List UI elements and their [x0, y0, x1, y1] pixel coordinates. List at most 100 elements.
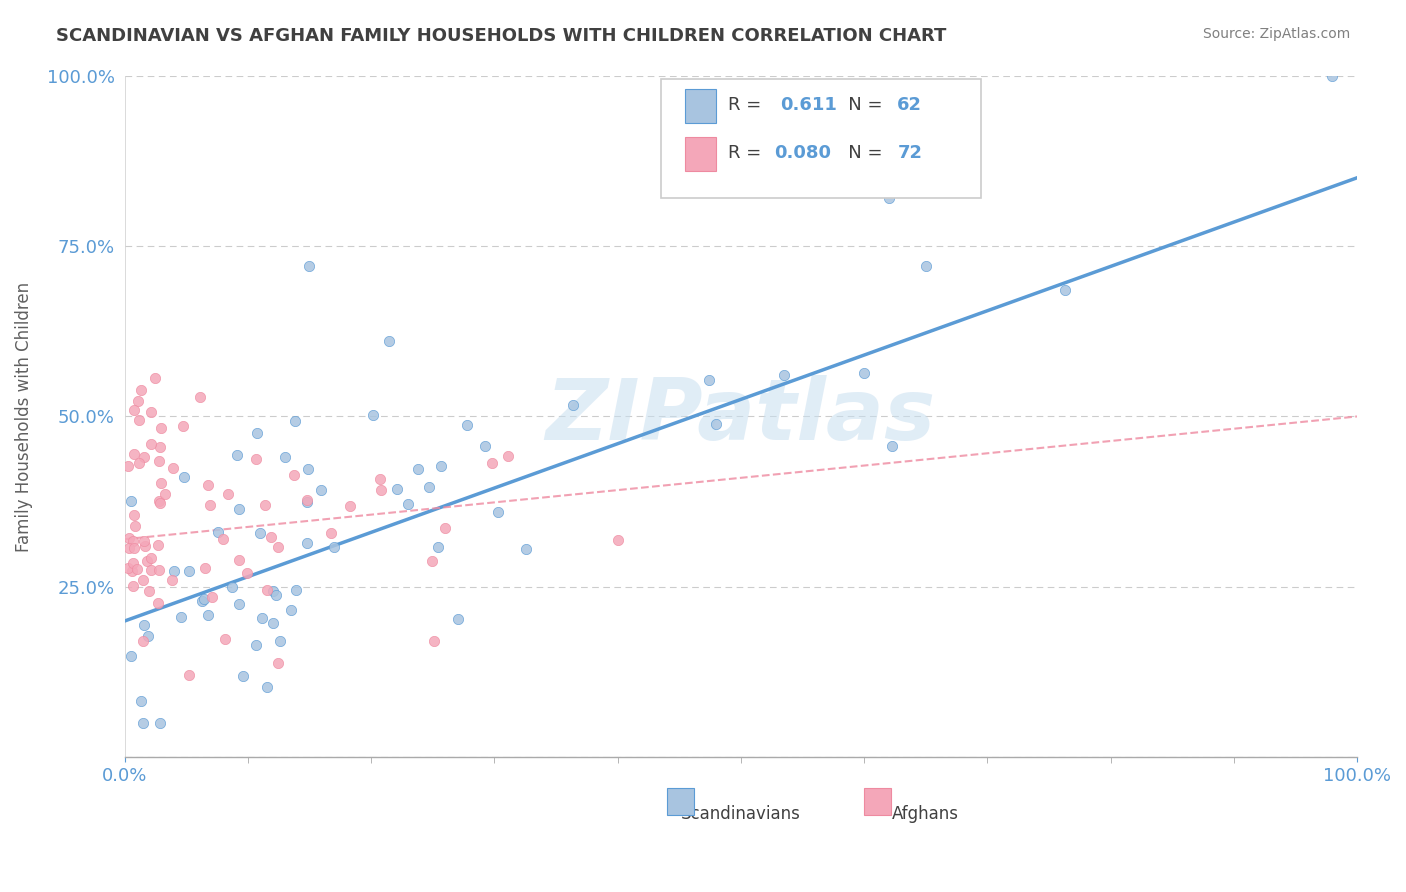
Point: [426, 540, 449, 554]
Point: [880, 439, 903, 453]
Point: [323, 540, 346, 554]
Point: [141, 551, 163, 566]
FancyBboxPatch shape: [661, 78, 981, 198]
Point: [249, 525, 271, 540]
Point: [264, 588, 287, 602]
Point: [773, 368, 796, 382]
Point: [406, 462, 429, 476]
Text: 62: 62: [897, 95, 922, 114]
Point: [339, 499, 361, 513]
Point: [295, 535, 318, 549]
Point: [163, 565, 186, 579]
Point: [273, 450, 295, 465]
Point: [149, 476, 172, 491]
Point: [150, 421, 173, 435]
Point: [148, 496, 170, 510]
Point: [128, 456, 150, 470]
Point: [250, 611, 273, 625]
Text: N =: N =: [831, 144, 889, 161]
Point: [361, 408, 384, 422]
Point: [148, 454, 170, 468]
Text: 0.611: 0.611: [780, 95, 837, 114]
Point: [139, 563, 162, 577]
Point: [481, 456, 503, 470]
Point: [284, 413, 307, 427]
FancyBboxPatch shape: [685, 136, 716, 171]
Point: [146, 596, 169, 610]
Point: [132, 634, 155, 648]
Point: [194, 561, 217, 575]
FancyBboxPatch shape: [685, 89, 716, 123]
Point: [153, 486, 176, 500]
Point: [267, 656, 290, 670]
Point: [172, 419, 194, 434]
Point: [132, 574, 155, 588]
Point: [173, 470, 195, 484]
Point: [269, 633, 291, 648]
Point: [396, 497, 419, 511]
Point: [256, 681, 278, 695]
Point: [127, 562, 149, 576]
Point: [127, 393, 149, 408]
Point: [295, 493, 318, 508]
Point: [474, 439, 496, 453]
Point: [170, 609, 193, 624]
Point: [193, 591, 215, 606]
Point: [201, 590, 224, 604]
Point: [232, 669, 254, 683]
Point: [148, 493, 170, 508]
Point: [377, 334, 399, 348]
Point: [138, 629, 160, 643]
Point: [285, 582, 308, 597]
Point: [141, 405, 163, 419]
Point: [430, 458, 453, 473]
Point: [283, 467, 305, 482]
Point: [245, 451, 267, 466]
Point: [498, 450, 520, 464]
Point: [117, 531, 139, 545]
Point: [162, 461, 184, 475]
Point: [217, 486, 239, 500]
Point: [434, 521, 457, 535]
Point: [221, 580, 243, 594]
Text: SCANDINAVIAN VS AFGHAN FAMILY HOUSEHOLDS WITH CHILDREN CORRELATION CHART: SCANDINAVIAN VS AFGHAN FAMILY HOUSEHOLDS…: [56, 27, 946, 45]
Point: [197, 608, 219, 623]
Point: [117, 561, 139, 575]
Point: [122, 402, 145, 417]
Point: [132, 716, 155, 731]
Point: [214, 632, 236, 647]
Point: [262, 583, 284, 598]
Point: [131, 694, 153, 708]
Point: [309, 483, 332, 498]
Point: [228, 502, 250, 516]
Point: [422, 554, 444, 568]
Point: [136, 554, 159, 568]
Point: [321, 526, 343, 541]
Text: 72: 72: [897, 144, 922, 161]
Point: [1322, 69, 1344, 83]
Point: [149, 716, 172, 731]
FancyBboxPatch shape: [865, 789, 891, 815]
Point: [143, 370, 166, 384]
Point: [117, 459, 139, 474]
FancyBboxPatch shape: [666, 789, 695, 815]
Point: [260, 530, 283, 544]
Point: [121, 565, 143, 579]
Point: [245, 638, 267, 652]
Text: N =: N =: [831, 95, 889, 114]
Point: [1054, 284, 1077, 298]
Point: [149, 440, 172, 454]
Point: [139, 436, 162, 450]
Point: [697, 373, 720, 387]
Point: [228, 553, 250, 567]
Point: [297, 462, 319, 476]
Point: [456, 417, 478, 432]
Text: ZIPatlas: ZIPatlas: [546, 375, 936, 458]
Point: [124, 447, 146, 461]
Text: Source: ZipAtlas.com: Source: ZipAtlas.com: [1202, 27, 1350, 41]
Point: [138, 584, 160, 599]
Point: [267, 541, 290, 555]
Point: [370, 483, 392, 498]
Text: 0.080: 0.080: [775, 144, 831, 161]
Point: [179, 564, 201, 578]
